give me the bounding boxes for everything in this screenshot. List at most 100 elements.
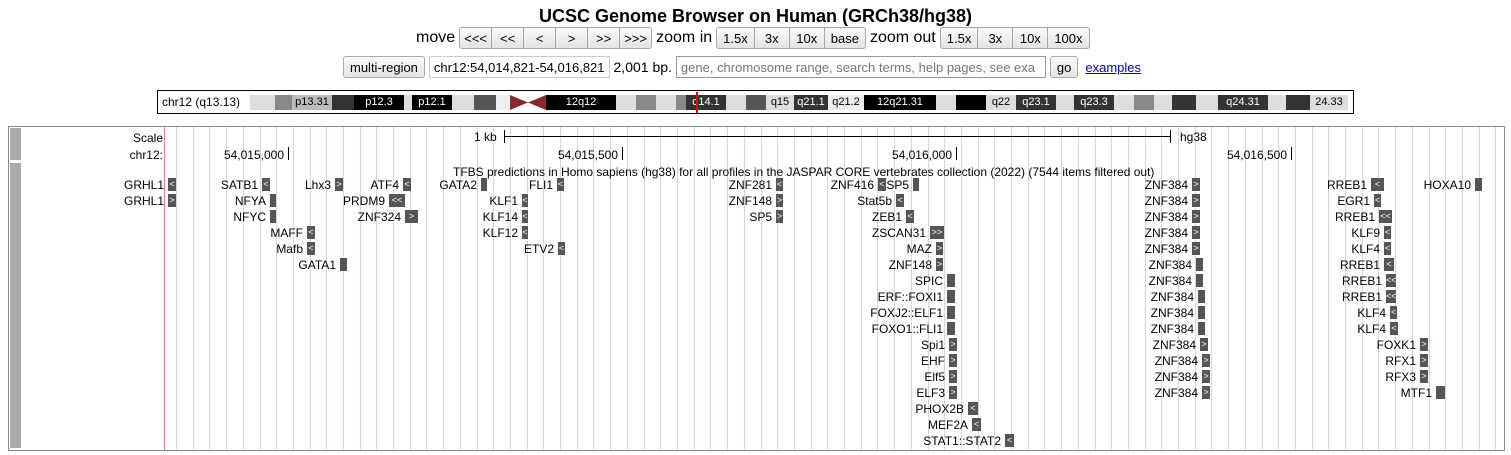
tfbs-feature-box[interactable]: < [558,242,565,255]
tfbs-feature-box[interactable]: > [1202,370,1210,383]
tfbs-feature-box[interactable] [270,210,276,223]
tfbs-feature-label[interactable]: ZNF384 [1148,274,1192,288]
tfbs-feature-box[interactable]: > [949,386,957,399]
tfbs-feature-box[interactable]: < [1374,194,1381,207]
move-button-4[interactable]: >> [587,27,621,49]
tfbs-feature-label[interactable]: ZNF324 [357,210,401,224]
tfbs-feature-label[interactable]: Mafb [276,242,303,256]
tfbs-feature-box[interactable]: > [1420,370,1428,383]
tfbs-feature-label[interactable]: NFYA [234,194,266,208]
move-button-0[interactable]: <<< [459,27,493,49]
tfbs-feature-box[interactable]: < [1384,226,1391,239]
tfbs-feature-label[interactable]: ZNF384 [1150,306,1194,320]
tfbs-feature-label[interactable]: ZSCAN31 [871,226,926,240]
tfbs-feature-label[interactable]: GRHL1 [123,178,164,192]
tfbs-feature-box[interactable]: > [949,338,957,351]
tfbs-feature-label[interactable]: ZNF384 [1144,194,1188,208]
tfbs-feature-box[interactable]: > [1202,386,1210,399]
go-button[interactable]: go [1049,56,1079,78]
tfbs-feature-box[interactable]: < [972,418,981,431]
tfbs-feature-label[interactable]: ZNF384 [1154,386,1198,400]
tfbs-feature-box[interactable]: >> [930,226,944,239]
tfbs-feature-label[interactable]: PHOX2B [915,402,964,416]
tfbs-feature-box[interactable]: > [1202,354,1210,367]
tfbs-feature-label[interactable]: PRDM9 [342,194,385,208]
tfbs-feature-label[interactable]: Stat5b [857,194,892,208]
move-button-3[interactable]: > [555,27,589,49]
position-range[interactable]: chr12:54,014,821-54,016,821 [428,56,610,78]
scale-track-handle[interactable] [10,128,21,160]
zoom-out-button-2[interactable]: 10x [1012,27,1049,49]
tfbs-feature-box[interactable]: < [776,178,783,191]
tfbs-feature-box[interactable]: > [936,242,943,255]
tfbs-feature-label[interactable]: ZNF384 [1144,178,1188,192]
tfbs-feature-label[interactable]: ELF3 [916,386,945,400]
tfbs-feature-box[interactable]: < [968,402,978,415]
tfbs-feature-box[interactable] [1196,258,1203,271]
tfbs-feature-label[interactable]: ERF::FOXI1 [877,290,943,304]
tfbs-feature-box[interactable]: > [168,194,176,207]
multi-region-button[interactable]: multi-region [343,56,425,78]
tfbs-feature-label[interactable]: GATA1 [298,258,336,272]
tfbs-feature-label[interactable]: RREB1 [1341,274,1382,288]
tfbs-feature-box[interactable] [947,306,955,319]
tfbs-feature-box[interactable] [1198,306,1205,319]
tfbs-feature-label[interactable]: KLF12 [482,226,518,240]
tfbs-feature-label[interactable]: KLF4 [1357,322,1386,336]
tfbs-feature-box[interactable]: < [906,210,914,223]
move-button-5[interactable]: >>> [619,27,653,49]
zoom-in-button-2[interactable]: 10x [788,27,825,49]
tfbs-feature-label[interactable]: SP5 [886,178,909,192]
tfbs-feature-label[interactable]: RFX1 [1385,354,1416,368]
tfbs-feature-label[interactable]: EHF [921,354,945,368]
tfbs-feature-box[interactable] [340,258,347,271]
tfbs-feature-label[interactable]: ETV2 [523,242,554,256]
tfbs-feature-box[interactable]: < [262,178,270,191]
tfbs-feature-label[interactable]: MTF1 [1400,386,1432,400]
tfbs-feature-box[interactable]: < [1384,258,1394,271]
tfbs-feature-label[interactable]: SPIC [914,274,943,288]
tfbs-feature-box[interactable] [1198,322,1205,335]
tfbs-feature-label[interactable]: RREB1 [1334,210,1375,224]
tfbs-feature-label[interactable]: ZNF384 [1154,354,1198,368]
tfbs-feature-label[interactable]: Spi1 [920,338,945,352]
tfbs-feature-box[interactable]: < [1371,178,1384,191]
tfbs-feature-box[interactable]: > [1200,338,1208,351]
tfbs-feature-label[interactable]: GATA2 [439,178,477,192]
tfbs-feature-box[interactable]: < [522,226,528,239]
tfbs-feature-box[interactable]: << [1386,290,1397,303]
zoom-out-button-1[interactable]: 3x [977,27,1014,49]
search-input[interactable] [675,56,1046,78]
tfbs-feature-label[interactable]: ZEB1 [871,210,902,224]
tfbs-feature-label[interactable]: ZNF384 [1154,370,1198,384]
tfbs-feature-box[interactable]: < [522,194,528,207]
tfbs-feature-box[interactable] [947,274,955,287]
move-button-1[interactable]: << [491,27,525,49]
tfbs-feature-box[interactable]: < [307,226,315,239]
tfbs-feature-label[interactable]: RREB1 [1341,290,1382,304]
tfbs-feature-label[interactable]: MAZ [906,242,932,256]
tfbs-feature-label[interactable]: MEF2A [927,418,968,432]
tfbs-feature-label[interactable]: FLI1 [528,178,553,192]
tfbs-feature-box[interactable]: > [405,210,418,223]
tfbs-feature-label[interactable]: ZNF384 [1144,226,1188,240]
tfbs-feature-box[interactable] [947,290,955,303]
tfbs-feature-label[interactable]: ZNF384 [1148,258,1192,272]
tfbs-feature-box[interactable]: > [1192,210,1200,223]
tfbs-feature-box[interactable]: > [1420,354,1428,367]
tfbs-feature-label[interactable]: KLF4 [1351,242,1380,256]
chromosome-ideogram[interactable]: chr12 (q13.13) p13.31 p12.3 p12.1 12q12 q14.… [157,90,1354,114]
tfbs-feature-label[interactable]: FOXK1 [1376,338,1416,352]
tfbs-feature-label[interactable]: ZNF281 [728,178,772,192]
tfbs-feature-box[interactable]: < [557,178,564,191]
tfbs-feature-label[interactable]: ZNF384 [1144,210,1188,224]
tfbs-feature-box[interactable] [1436,386,1445,399]
tfbs-feature-box[interactable] [270,194,276,207]
zoom-out-button-3[interactable]: 100x [1047,27,1090,49]
tfbs-feature-box[interactable]: << [1379,210,1392,223]
move-button-2[interactable]: < [523,27,557,49]
tfbs-feature-label[interactable]: FOXO1::FLI1 [871,322,943,336]
tfbs-feature-box[interactable] [1475,178,1482,191]
tfbs-feature-label[interactable]: ZNF384 [1150,290,1194,304]
tfbs-feature-box[interactable]: > [776,194,783,207]
